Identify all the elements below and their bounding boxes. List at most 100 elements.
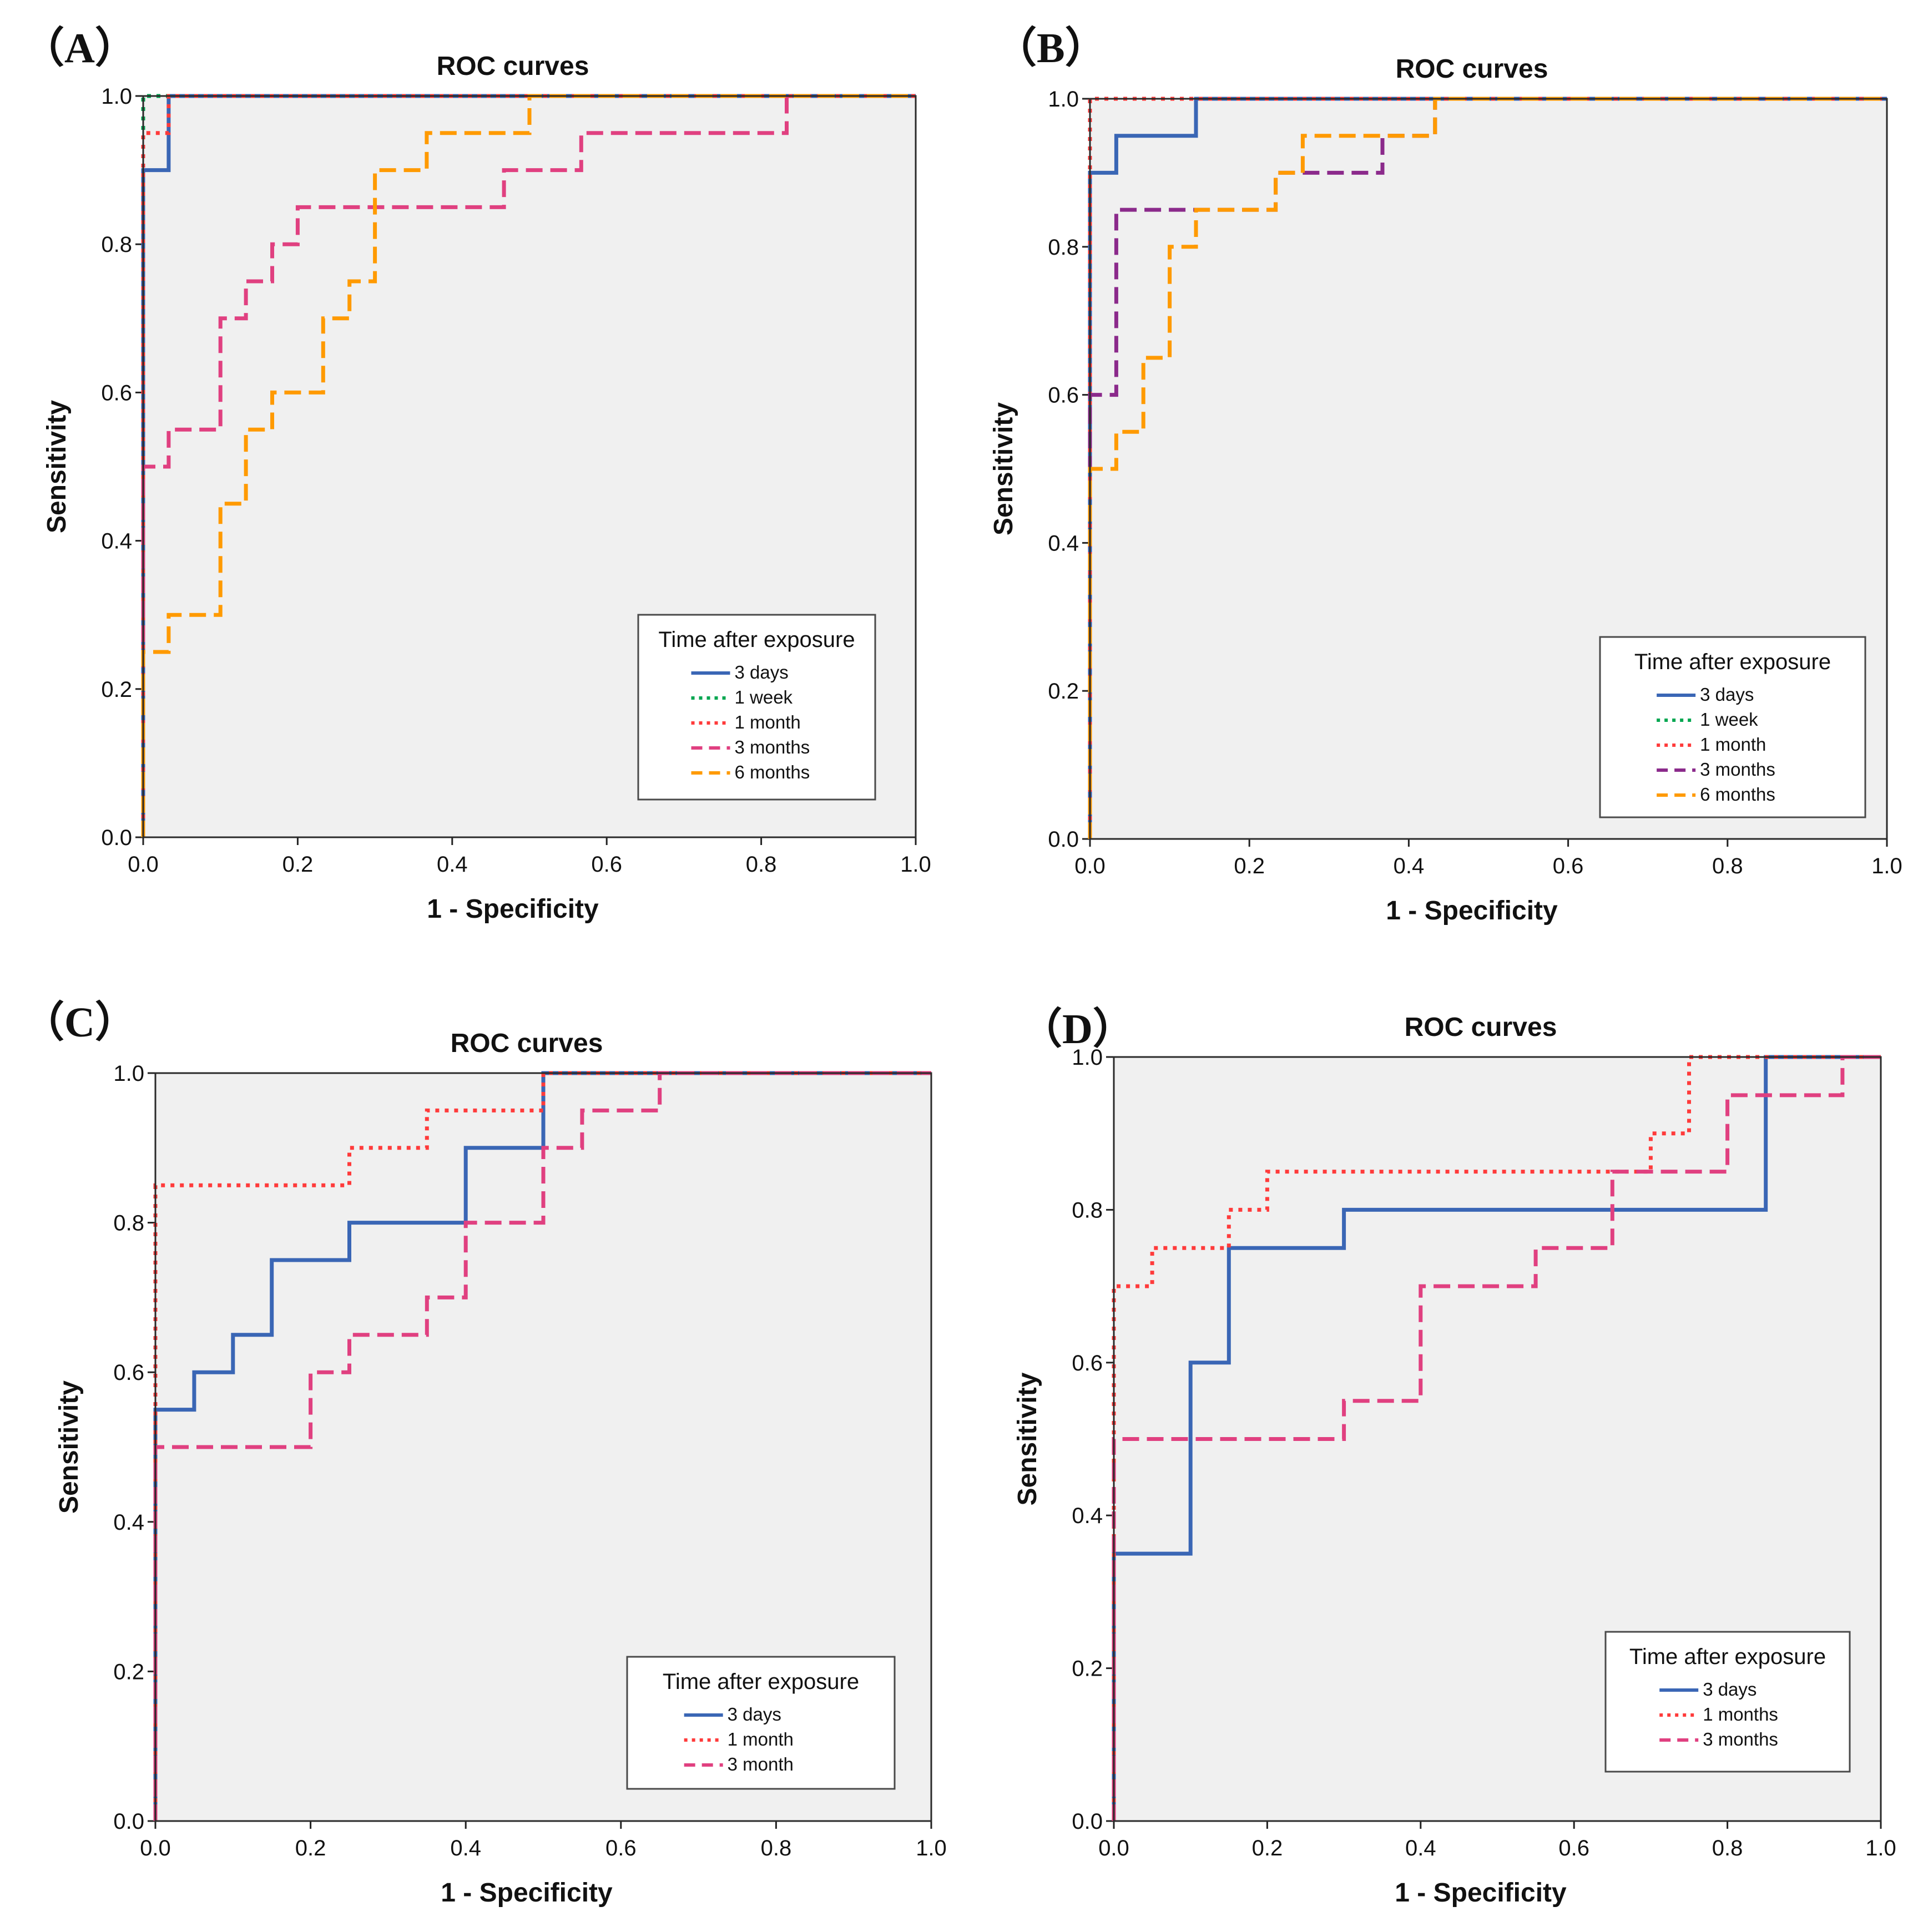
series-group <box>153 1071 931 1821</box>
y-tick-label: 0.4 <box>101 529 132 554</box>
legend-box <box>626 1656 896 1790</box>
series-line-6-months <box>1088 97 1887 839</box>
legend-entry-label: 1 month <box>728 1729 794 1749</box>
legend-entry-label: 1 week <box>735 687 793 707</box>
legend-entry-label: 3 month <box>728 1754 794 1774</box>
legend-entry-label: 3 days <box>1700 684 1754 705</box>
legend-title: Time after exposure <box>658 628 855 652</box>
series-line-1-month <box>153 1071 931 1821</box>
x-tick-label: 0.8 <box>1712 854 1743 878</box>
y-tick-label: 1.0 <box>113 1061 144 1086</box>
x-tick-label: 0.2 <box>1252 1836 1283 1860</box>
y-tick-label: 0.8 <box>113 1211 144 1236</box>
x-tick-label: 0.2 <box>1234 854 1265 878</box>
legend-entry-label: 3 days <box>1703 1679 1757 1700</box>
x-tick-label: 0.4 <box>450 1836 481 1860</box>
legend-entry-label: 3 months <box>735 737 810 757</box>
x-tick-label: 1.0 <box>900 852 931 877</box>
x-tick-label: 1.0 <box>1865 1836 1896 1860</box>
x-tick-label: 0.6 <box>591 852 622 877</box>
x-tick-label: 0.8 <box>761 1836 792 1860</box>
legend-entry-label: 1 week <box>1700 709 1758 730</box>
series-line-6-months <box>141 94 916 837</box>
legend-entry-label: 3 days <box>728 1704 781 1724</box>
y-tick-label: 0.8 <box>101 232 132 257</box>
y-tick-label: 0.6 <box>113 1361 144 1385</box>
x-tick-label: 0.0 <box>128 852 159 877</box>
legend-entry-label: 6 months <box>1700 784 1775 805</box>
y-tick-label: 0.0 <box>101 826 132 850</box>
x-axis-label: 1 - Specificity <box>1395 1878 1567 1908</box>
plot-frame <box>142 95 917 838</box>
x-tick-label: 1.0 <box>1871 854 1902 878</box>
series-line-3-months <box>141 94 916 837</box>
y-axis-label: Sensitivity <box>989 402 1018 535</box>
legend: Time after exposure 3 days 1 month 3 month <box>626 1656 896 1790</box>
plot-frame <box>1089 98 1888 840</box>
legend-title: Time after exposure <box>1629 1645 1826 1669</box>
roc-panel-b: （B） ROC curves 0.0 0.2 0.4 0.6 0.8 1.0 0.0 0.2 0.4… <box>989 25 1902 925</box>
panel-letter: （C） <box>22 999 137 1046</box>
y-tick-label: 1.0 <box>1048 87 1079 112</box>
series-line-3-days <box>1112 1055 1881 1821</box>
legend-entry-label: 1 months <box>1703 1704 1778 1724</box>
legend-box <box>637 614 876 801</box>
x-axis-label: 1 - Specificity <box>427 894 599 924</box>
legend: Time after exposure 3 days 1 week 1 month 3 … <box>1599 636 1866 818</box>
y-axis-label: Sensitivity <box>1013 1372 1042 1505</box>
y-tick-label: 0.0 <box>1048 827 1079 852</box>
legend: Time after exposure 3 days 1 week 1 month 3 … <box>637 614 876 801</box>
legend-entry-label: 1 month <box>735 712 801 732</box>
plot-frame <box>1113 1056 1882 1822</box>
x-tick-label: 0.4 <box>437 852 468 877</box>
x-tick-label: 0.6 <box>1553 854 1584 878</box>
roc-panel-c: （C） ROC curves 0.0 0.2 0.4 0.6 0.8 1.0 0.0 0.2 0.4… <box>22 999 947 1908</box>
x-tick-label: 0.6 <box>1558 1836 1589 1860</box>
chart-title: ROC curves <box>451 1029 603 1058</box>
series-line-3-months <box>1112 1055 1881 1821</box>
x-axis-label: 1 - Specificity <box>441 1878 613 1908</box>
x-tick-label: 0.8 <box>746 852 777 877</box>
y-tick-label: 0.4 <box>113 1510 144 1535</box>
y-tick-label: 0.4 <box>1072 1504 1103 1528</box>
y-tick-label: 0.2 <box>1048 679 1079 704</box>
legend-entry-label: 3 months <box>1703 1729 1778 1749</box>
y-tick-label: 1.0 <box>101 84 132 109</box>
x-tick-label: 0.0 <box>140 1836 171 1860</box>
x-tick-label: 0.8 <box>1712 1836 1743 1860</box>
legend-title: Time after exposure <box>1634 650 1831 674</box>
chart-title: ROC curves <box>437 52 589 81</box>
panel-letter: （D） <box>1020 1006 1135 1053</box>
y-tick-label: 0.2 <box>113 1660 144 1684</box>
roc-panel-a: （A） ROC curves 0.0 0.2 0.4 0.6 0.8 1.0 0.0 0.2 0.4… <box>22 25 931 924</box>
y-tick-label: 0.6 <box>1072 1351 1103 1375</box>
series-line-3-month <box>153 1071 931 1821</box>
y-tick-label: 0.2 <box>1072 1657 1103 1681</box>
chart-title: ROC curves <box>1405 1013 1557 1042</box>
x-tick-label: 0.4 <box>1405 1836 1436 1860</box>
plot-frame <box>154 1072 932 1822</box>
legend-entry-label: 6 months <box>735 762 810 782</box>
series-line-3-days <box>153 1071 931 1821</box>
legend-title: Time after exposure <box>663 1670 859 1694</box>
x-tick-label: 0.0 <box>1098 1836 1129 1860</box>
x-tick-label: 0.4 <box>1394 854 1425 878</box>
x-tick-label: 0.2 <box>295 1836 326 1860</box>
series-line-1-months <box>1112 1055 1881 1821</box>
legend-entry-label: 3 months <box>1700 759 1775 780</box>
y-tick-label: 0.8 <box>1072 1198 1103 1222</box>
y-axis-label: Sensitivity <box>42 400 72 533</box>
legend-box <box>1604 1631 1851 1773</box>
y-tick-label: 1.0 <box>1072 1045 1103 1070</box>
series-line-1-month <box>141 94 916 837</box>
y-tick-label: 0.4 <box>1048 531 1079 555</box>
chart-title: ROC curves <box>1396 54 1548 84</box>
legend: Time after exposure 3 days 1 months 3 month… <box>1604 1631 1851 1773</box>
x-tick-label: 1.0 <box>916 1836 947 1860</box>
roc-panel-d: （D） ROC curves 0.0 0.2 0.4 0.6 0.8 1.0 0.0 0.2 0.4… <box>1013 1006 1896 1908</box>
y-tick-label: 0.2 <box>101 677 132 702</box>
x-axis-label: 1 - Specificity <box>1386 896 1558 925</box>
legend-entry-label: 1 month <box>1700 734 1766 755</box>
x-tick-label: 0.2 <box>282 852 314 877</box>
